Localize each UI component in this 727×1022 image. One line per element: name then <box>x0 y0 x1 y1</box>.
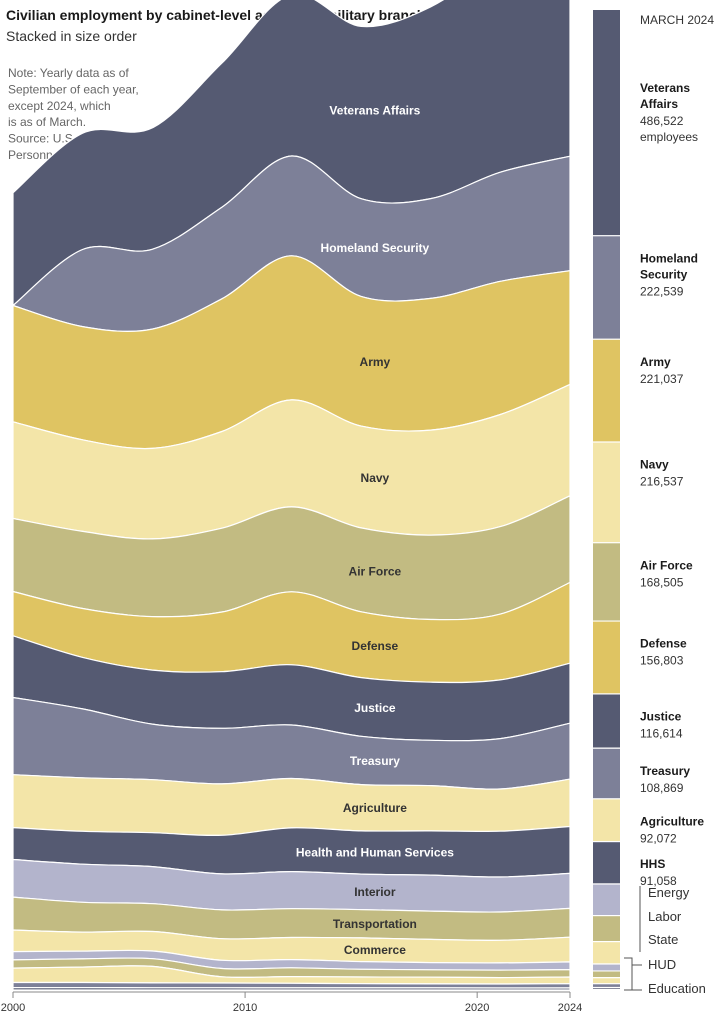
stream-label-treasury: Treasury <box>350 754 400 768</box>
legend-unit: employees <box>640 130 698 144</box>
legend-name: Homeland <box>640 251 698 265</box>
legend-bracket-lower <box>624 957 633 991</box>
legend-name: Agriculture <box>640 814 704 828</box>
legend-seg-navy <box>593 442 620 543</box>
x-tick-label: 2010 <box>233 1002 257 1014</box>
stream-label-hhs: Health and Human Services <box>296 846 454 860</box>
legend-item-navy: Navy 216,537 <box>640 458 684 489</box>
legend-value: 221,037 <box>640 372 684 386</box>
legend-seg-education <box>593 988 620 989</box>
chart-subtitle: Stacked in size order <box>6 28 137 44</box>
legend-seg-homeland-security <box>593 236 620 339</box>
legend-seg-interior <box>593 884 620 915</box>
legend-small-education: Education <box>648 981 706 996</box>
stream-label-transportation: Transportation <box>333 917 417 931</box>
legend-small-labor: Labor <box>648 909 682 924</box>
legend-seg-energy <box>593 964 620 971</box>
stream-labels: Veterans Affairs Homeland Security Army Nav… <box>296 104 454 957</box>
legend-seg-labor <box>593 971 620 977</box>
legend-name: Navy <box>640 458 669 472</box>
legend-value: 486,522 <box>640 114 684 128</box>
chart-title: Civilian employment by cabinet-level age… <box>6 7 425 23</box>
legend-value: 91,058 <box>640 874 677 888</box>
legend-seg-justice <box>593 694 620 748</box>
legend-header: MARCH 2024 <box>640 13 714 27</box>
legend-value: 116,614 <box>640 727 683 741</box>
legend-name: Army <box>640 355 671 369</box>
legend-seg-transportation <box>593 916 620 941</box>
note-line: is as of March. <box>8 115 86 129</box>
legend-item-veterans-affairs: Veterans Affairs 486,522 employees <box>640 81 698 144</box>
legend-name: Security <box>640 267 688 281</box>
stream-label-army: Army <box>360 355 391 369</box>
legend-value: 216,537 <box>640 475 684 489</box>
legend-name: Air Force <box>640 558 693 572</box>
legend-name: Justice <box>640 710 682 724</box>
legend-name: Affairs <box>640 97 678 111</box>
x-tick-label: 2024 <box>558 1002 582 1014</box>
legend-stacked-bar <box>593 10 620 989</box>
stream-label-justice: Justice <box>354 701 396 715</box>
legend-seg-commerce <box>593 942 620 964</box>
legend-value: 156,803 <box>640 654 684 668</box>
x-axis: 2000 2010 2020 2024 <box>1 991 582 1014</box>
stream-label-agriculture: Agriculture <box>343 801 407 815</box>
stream-label-defense: Defense <box>352 639 399 653</box>
note-line: except 2024, which <box>8 99 111 113</box>
legend-value: 108,869 <box>640 781 684 795</box>
legend-seg-army <box>593 339 620 442</box>
legend-labels: MARCH 2024 Veterans Affairs 486,522 employee… <box>624 13 714 996</box>
legend-seg-veterans-affairs <box>593 10 620 236</box>
stream-label-veterans-affairs: Veterans Affairs <box>329 104 420 118</box>
stream-label-homeland-security: Homeland Security <box>321 241 430 255</box>
legend-item-treasury: Treasury 108,869 <box>640 764 690 795</box>
legend-name: Defense <box>640 637 687 651</box>
stream-label-commerce: Commerce <box>344 943 406 957</box>
legend-seg-hhs <box>593 842 620 884</box>
legend-item-agriculture: Agriculture 92,072 <box>640 814 704 845</box>
legend-name: Veterans <box>640 81 690 95</box>
x-tick-label: 2020 <box>465 1002 489 1014</box>
legend-item-homeland-security: Homeland Security 222,539 <box>640 251 698 298</box>
legend-seg-agriculture <box>593 799 620 841</box>
legend-item-army: Army 221,037 <box>640 355 684 386</box>
legend-small-energy: Energy <box>648 885 690 900</box>
stream-label-air-force: Air Force <box>349 564 402 578</box>
legend-value: 222,539 <box>640 284 684 298</box>
note-line: Note: Yearly data as of <box>8 66 129 80</box>
legend-item-hhs: HHS 91,058 <box>640 857 677 888</box>
legend-value: 168,505 <box>640 575 684 589</box>
legend-item-defense: Defense 156,803 <box>640 637 687 668</box>
legend-small-hud: HUD <box>648 957 676 972</box>
stream-areas <box>11 0 571 991</box>
legend-small-state: State <box>648 932 678 947</box>
legend-seg-treasury <box>593 748 620 799</box>
legend-bracket-ticks <box>632 964 642 991</box>
stream-education <box>12 986 571 991</box>
legend-seg-defense <box>593 621 620 694</box>
legend-seg-state <box>593 978 620 984</box>
legend-value: 92,072 <box>640 831 677 845</box>
legend-name: Treasury <box>640 764 690 778</box>
x-tick-label: 2000 <box>1 1002 25 1014</box>
legend-seg-air-force <box>593 543 620 621</box>
legend-item-air-force: Air Force 168,505 <box>640 558 693 589</box>
stream-label-navy: Navy <box>361 471 390 485</box>
stream-label-interior: Interior <box>354 885 396 899</box>
legend-seg-hud <box>593 984 620 987</box>
legend-item-justice: Justice 116,614 <box>640 710 683 741</box>
note-line: September of each year, <box>8 82 139 96</box>
legend-name: HHS <box>640 857 665 871</box>
